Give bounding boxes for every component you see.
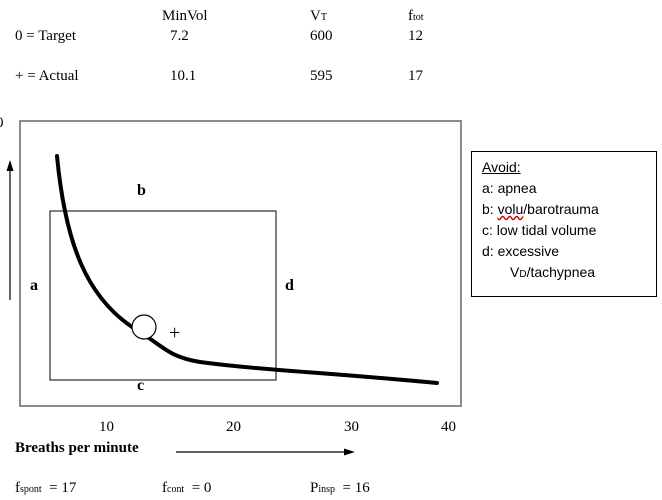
legend-item-a: a: apnea — [482, 180, 537, 196]
fcont-value: fcont = 0 — [162, 480, 212, 496]
legend-item-d-line2: VD/tachypnea — [510, 264, 596, 280]
legend-title: Avoid: — [482, 159, 521, 175]
vt-header: VT — [310, 8, 327, 24]
ftot-header: ftot — [408, 8, 424, 24]
target-label: 0 = Target — [15, 28, 77, 44]
zone-label-c: c — [137, 377, 145, 394]
x-tick-20: 20 — [226, 419, 241, 435]
y-axis-arrowhead — [6, 160, 14, 171]
x-tick-30: 30 — [344, 419, 359, 435]
actual-minvol: 10.1 — [170, 68, 197, 84]
target-marker — [131, 314, 157, 340]
x-tick-10: 10 — [99, 419, 114, 435]
target-minvol: 7.2 — [170, 28, 189, 44]
safe-zone-box — [49, 210, 277, 381]
zone-label-d: d — [285, 277, 294, 294]
target-ftot: 12 — [408, 28, 423, 44]
x-axis-label: Breaths per minute — [15, 440, 139, 456]
zone-label-a: a — [30, 277, 38, 294]
actual-vt: 595 — [310, 68, 333, 84]
legend-item-c: c: low tidal volume — [482, 222, 597, 238]
target-vt: 600 — [310, 28, 333, 44]
actual-label: + = Actual — [15, 68, 79, 84]
zone-label-b: b — [137, 182, 146, 199]
actual-ftot: 17 — [408, 68, 423, 84]
minvol-header: MinVol — [162, 8, 208, 24]
x-axis-arrowhead — [344, 448, 355, 456]
y-axis-partial-label: 0 — [0, 115, 4, 132]
avoid-legend-box: Avoid: a: apnea b: volu/barotrauma c: lo… — [471, 151, 657, 297]
pinsp-value: Pinsp = 16 — [310, 480, 370, 496]
actual-marker: + — [169, 322, 181, 344]
graph-frame — [19, 120, 462, 407]
legend-item-b: b: volu/barotrauma — [482, 201, 599, 217]
fspont-value: fspont = 17 — [15, 480, 77, 496]
x-tick-40: 40 — [441, 419, 456, 435]
legend-item-d: d: excessive — [482, 243, 560, 259]
pressure-volume-curve — [55, 154, 439, 385]
